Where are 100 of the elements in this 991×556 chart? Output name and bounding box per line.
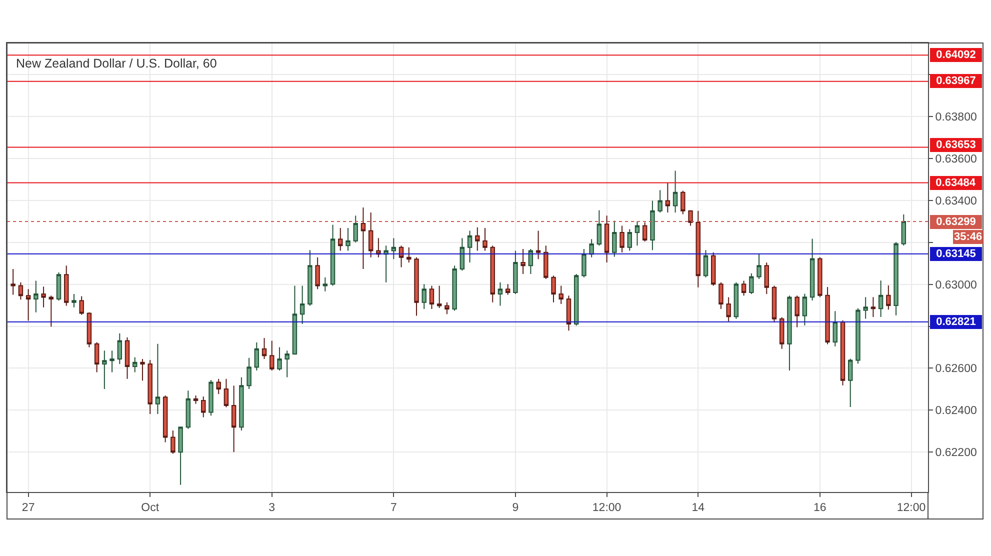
- candlestick: [277, 346, 282, 372]
- candlestick: [384, 245, 388, 283]
- ref-line-label: 0.62821: [936, 316, 976, 328]
- candlestick: [338, 228, 343, 252]
- candlestick: [612, 220, 617, 258]
- candlestick: [18, 282, 24, 300]
- x-tick-label: 3: [268, 502, 276, 514]
- ref-line-label: 0.64092: [936, 49, 976, 61]
- candlestick: [86, 312, 92, 348]
- ref-line-label: 0.63145: [936, 248, 976, 260]
- candlestick: [536, 230, 541, 260]
- candlestick: [878, 280, 884, 318]
- candlestick: [64, 265, 69, 306]
- candlestick: [528, 248, 534, 274]
- candlestick: [566, 295, 572, 332]
- candlestick: [582, 248, 586, 278]
- candlestick: [284, 350, 290, 378]
- candlestick: [825, 286, 830, 345]
- candlestick: [102, 350, 107, 390]
- candlestick: [703, 250, 708, 278]
- candlestick: [315, 256, 320, 290]
- candlestick: [48, 295, 54, 328]
- y-tick-label: 0.63600: [935, 153, 977, 166]
- x-tick-label: 7: [390, 502, 397, 514]
- y-tick-label: 0.63800: [935, 111, 977, 124]
- candlestick: [734, 282, 739, 320]
- x-tick-label: 12:00: [896, 502, 926, 514]
- candlestick: [650, 200, 655, 251]
- candlestick: [346, 228, 350, 252]
- candlestick: [551, 275, 556, 303]
- candlestick: [749, 272, 754, 294]
- candlestick: [764, 262, 769, 294]
- y-tick-label: 0.63400: [935, 195, 977, 208]
- ref-line-label: 0.63299: [936, 216, 976, 228]
- x-tick-label: Oct: [141, 502, 160, 514]
- candlestick: [292, 285, 298, 356]
- candlestick: [26, 288, 31, 322]
- candlestick: [498, 282, 503, 306]
- candlestick: [224, 378, 229, 408]
- candlestick: [140, 358, 145, 382]
- candlestick: [460, 238, 465, 272]
- ref-line-label: 0.63653: [936, 139, 976, 151]
- candlestick: [170, 430, 176, 454]
- candlestick: [155, 343, 160, 414]
- candlestick: [574, 274, 579, 326]
- text: 35:46: [954, 231, 982, 243]
- candlestick: [178, 426, 183, 486]
- candlestick: [231, 385, 236, 453]
- candlestick: [505, 284, 510, 296]
- candlestick: [658, 190, 662, 214]
- candlestick: [391, 238, 396, 260]
- candlestick: [444, 302, 450, 315]
- candlestick: [429, 285, 434, 310]
- candlestick: [193, 394, 198, 404]
- candlestick: [436, 285, 442, 308]
- candlestick: [482, 228, 488, 252]
- candlestick: [239, 376, 244, 432]
- candlestick: [330, 224, 336, 286]
- candlestick: [490, 245, 495, 303]
- candlestick: [110, 350, 114, 373]
- candlestick: [726, 296, 731, 322]
- candlestick: [772, 285, 777, 323]
- candlestick: [300, 285, 305, 324]
- candlestick: [672, 170, 678, 214]
- candlestick: [680, 190, 686, 215]
- candlestick: [124, 336, 130, 380]
- candlestick: [870, 296, 876, 318]
- candlestick: [886, 284, 891, 310]
- candlestick: [627, 228, 632, 252]
- candlestick: [718, 282, 724, 310]
- candlestick: [818, 256, 822, 298]
- candlestick: [544, 245, 548, 280]
- candlestick: [589, 238, 594, 258]
- candlestick: [201, 396, 206, 418]
- candlestick: [620, 225, 624, 253]
- candlestick: [414, 256, 419, 316]
- candlestick: [34, 280, 38, 313]
- candlestick: [262, 338, 267, 360]
- candlestick: [322, 276, 328, 292]
- candlestick: [475, 226, 480, 252]
- y-tick-label: 0.63000: [935, 279, 977, 292]
- candlestick: [520, 248, 526, 274]
- candlestick: [270, 340, 274, 372]
- y-tick-label: 0.62200: [935, 447, 977, 460]
- candlestick: [810, 238, 815, 301]
- candlestick: [148, 360, 152, 414]
- candlestick: [832, 310, 838, 347]
- ref-line-label: 0.63967: [936, 75, 976, 87]
- candlestick: [596, 210, 602, 246]
- candlestick: [10, 268, 16, 296]
- x-tick-label: 14: [692, 502, 706, 514]
- candlestick: [787, 295, 792, 372]
- candlestick: [79, 296, 84, 316]
- candlestick: [398, 245, 404, 268]
- candlestick: [901, 214, 906, 246]
- candlestick: [665, 182, 670, 214]
- x-tick-label: 9: [512, 502, 519, 514]
- candlestick: [308, 250, 312, 306]
- candlestick: [894, 242, 898, 316]
- candlestick: [246, 357, 252, 390]
